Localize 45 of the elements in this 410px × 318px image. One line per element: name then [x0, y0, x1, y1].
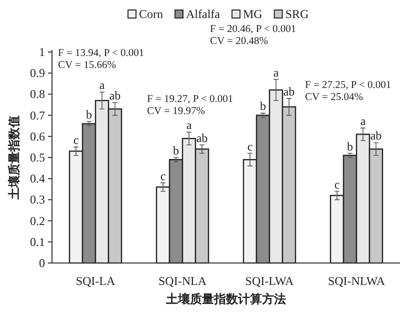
- y-tick-label: 0.9: [30, 66, 45, 80]
- data-label: ab: [370, 128, 382, 143]
- legend-label: SRG: [285, 7, 310, 21]
- x-tick-label: SQI-LWA: [245, 274, 294, 288]
- annotation: CV = 19.97%: [147, 106, 206, 117]
- x-tick-label: SQI-NLWA: [328, 274, 386, 288]
- y-tick-label: 0.6: [30, 129, 45, 144]
- data-label: b: [347, 139, 353, 154]
- text: CV = 20.48%: [210, 36, 268, 47]
- y-tick-label: 0.1: [30, 234, 45, 249]
- legend-label: Corn: [139, 7, 163, 21]
- data-label: b: [86, 108, 92, 122]
- annotation: CV = 25.04%: [305, 92, 364, 103]
- y-tick-label: 1: [39, 45, 45, 59]
- y-tick-label: 0.5: [30, 150, 45, 164]
- data-label: c: [160, 168, 166, 183]
- legend-label: Alfalfa: [186, 7, 221, 21]
- annotation: CV = 15.66%: [58, 60, 116, 71]
- x-tick-label: SQI-NLA: [158, 274, 207, 288]
- legend-label: MG: [242, 7, 263, 21]
- x-tick-label: SQI-LA: [76, 274, 116, 288]
- y-tick-label: 0.7: [30, 108, 45, 122]
- y-tick-label: 0.8: [30, 87, 45, 102]
- annotation: F = 19.27, P < 0.001: [147, 94, 234, 105]
- y-tick-label: 0.3: [30, 192, 45, 207]
- data-label: a: [186, 118, 192, 132]
- annotation: F = 13.94, P < 0.001: [58, 48, 144, 59]
- data-label: a: [273, 65, 280, 80]
- data-label: a: [99, 78, 106, 92]
- y-tick-label: 0: [39, 256, 45, 270]
- data-label: a: [360, 114, 366, 128]
- data-label: b: [173, 144, 179, 158]
- data-label: ab: [196, 130, 208, 145]
- y-tick-label: 0.2: [30, 214, 45, 228]
- text: F = 20.46, P < 0.001: [210, 24, 296, 35]
- annotation: F = 27.25, P < 0.001: [305, 80, 392, 91]
- data-label: c: [247, 139, 253, 154]
- data-label: c: [73, 132, 79, 147]
- y-axis-title: 土壤质量指数值: [7, 116, 21, 200]
- data-label: ab: [109, 88, 121, 103]
- data-label: ab: [283, 84, 295, 98]
- data-label: b: [260, 99, 266, 114]
- y-tick-label: 0.4: [30, 172, 45, 186]
- data-label: c: [334, 177, 340, 192]
- x-axis-title: 土壤质量指数计算方法: [165, 292, 286, 306]
